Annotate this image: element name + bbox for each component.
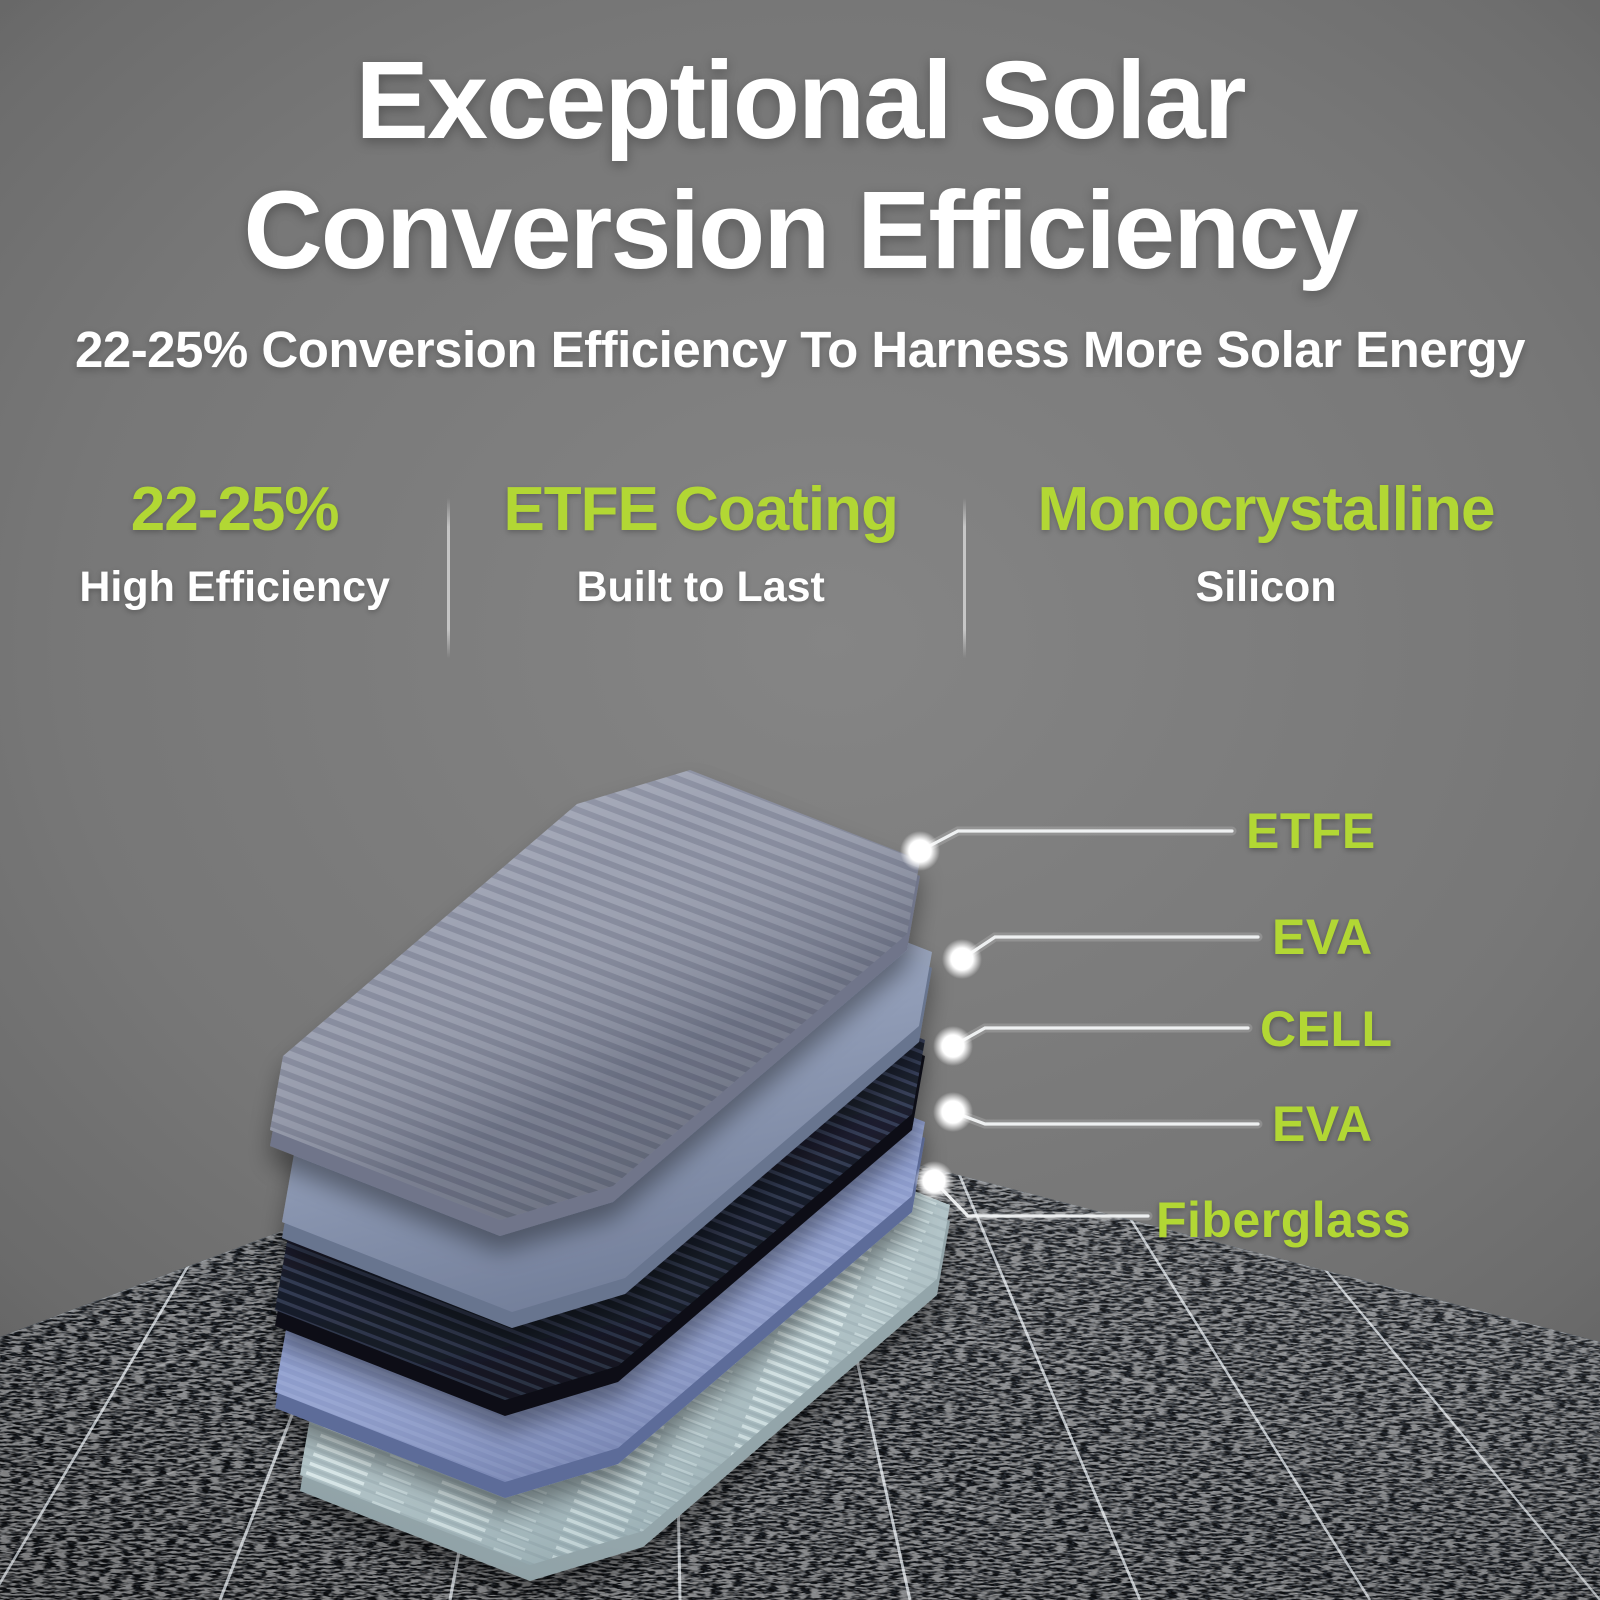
layer-label-cell: CELL [1260, 1001, 1393, 1057]
feature-high-efficiency: 22-25% High Efficiency [36, 474, 433, 674]
feature-monocrystalline: Monocrystalline Silicon [968, 474, 1564, 674]
feature-headline: ETFE Coating [503, 475, 898, 544]
layer-label-etfe: ETFE [1246, 803, 1376, 859]
callout-cell [933, 1023, 1253, 1066]
feature-columns: 22-25% High Efficiency ETFE Coating Buil… [36, 474, 1564, 674]
feature-divider-left [447, 498, 450, 658]
feature-headline: 22-25% [130, 475, 340, 544]
page-title-line1: Exceptional Solar [355, 39, 1246, 162]
feature-divider-right [963, 498, 966, 658]
layer-label-eva-bottom: EVA [1272, 1096, 1373, 1152]
page-title-line2: Conversion Efficiency [243, 168, 1358, 292]
callout-fiberglass [914, 1161, 1153, 1221]
callout-eva-top [942, 932, 1263, 979]
page-title: Exceptional Solar Conversion Efficiency [0, 36, 1600, 296]
layer-label-eva-top: EVA [1272, 909, 1373, 965]
feature-subline: Silicon [1195, 563, 1337, 611]
callout-dot-eva-top [942, 939, 982, 979]
callouts [900, 826, 1263, 1221]
page-subtitle: 22-25% Conversion Efficiency To Harness … [74, 321, 1526, 378]
callout-eva-bottom [933, 1092, 1263, 1132]
layer-label-fiberglass: Fiberglass [1156, 1192, 1412, 1248]
callout-dot-etfe [900, 831, 940, 871]
callout-dot-fiberglass [914, 1161, 954, 1201]
callout-dot-eva-bottom [933, 1092, 973, 1132]
feature-etfe-coating: ETFE Coating Built to Last [433, 474, 968, 674]
feature-subline: High Efficiency [79, 563, 390, 611]
feature-headline: Monocrystalline [1037, 475, 1496, 544]
callout-dot-cell [933, 1026, 973, 1066]
feature-subline: Built to Last [576, 563, 825, 611]
callout-etfe [900, 826, 1237, 871]
